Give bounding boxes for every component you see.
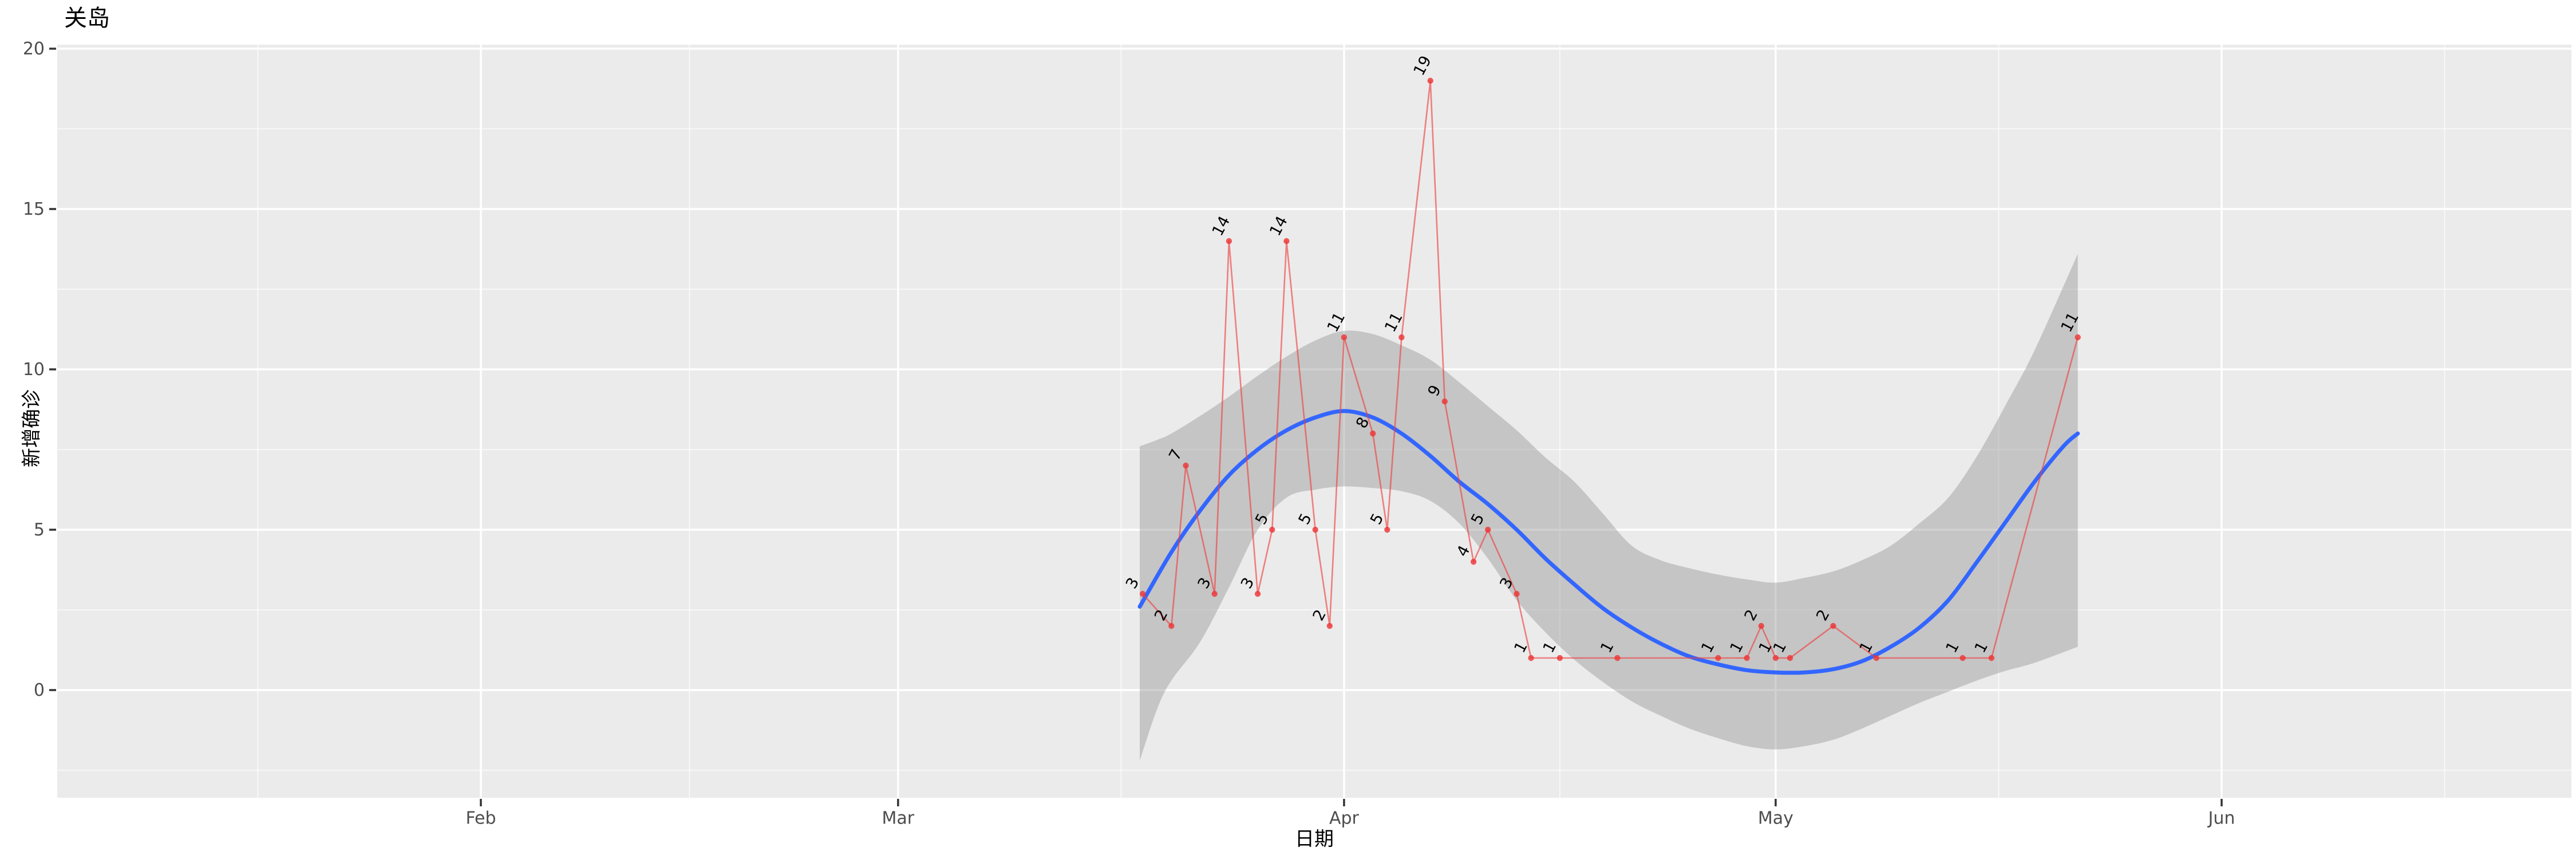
- data-point: [1470, 558, 1477, 565]
- x-tick-label: May: [1758, 809, 1793, 829]
- y-tick-label: 15: [23, 199, 45, 219]
- data-point: [1384, 526, 1390, 533]
- y-tick-label: 20: [23, 39, 45, 59]
- x-tick-label: Mar: [882, 809, 915, 829]
- data-point: [1758, 622, 1764, 629]
- data-point: [1168, 622, 1175, 629]
- data-point: [1283, 238, 1290, 245]
- data-point: [1988, 655, 1995, 661]
- data-point: [1441, 398, 1448, 405]
- y-axis-title: 新增确诊: [20, 389, 44, 467]
- data-point: [1485, 526, 1491, 533]
- data-point: [1830, 622, 1836, 629]
- x-tick-label: Apr: [1329, 809, 1360, 829]
- data-point: [1787, 655, 1793, 661]
- data-point: [2075, 334, 2081, 341]
- data-point: [1312, 526, 1318, 533]
- panel-background: [57, 45, 2571, 798]
- x-axis-title: 日期: [1295, 828, 1334, 851]
- data-point: [1226, 238, 1232, 245]
- y-tick-label: 0: [34, 680, 45, 700]
- data-point: [1772, 655, 1779, 661]
- data-point: [1715, 655, 1721, 661]
- data-point: [1744, 655, 1750, 661]
- data-point: [1326, 622, 1333, 629]
- chart-title: 关岛: [64, 5, 110, 31]
- y-tick-label: 10: [23, 360, 45, 380]
- data-point: [1614, 655, 1621, 661]
- data-point: [1873, 655, 1879, 661]
- data-point: [1254, 590, 1261, 597]
- smooth-line: [1137, 409, 2080, 675]
- data-point: [1269, 526, 1275, 533]
- data-point: [1959, 655, 1966, 661]
- data-point: [1427, 77, 1433, 84]
- data-point: [1556, 655, 1563, 661]
- x-tick-label: Feb: [465, 809, 496, 829]
- data-point: [1211, 590, 1218, 597]
- data-point: [1370, 430, 1376, 437]
- x-tick-label: Jun: [2207, 809, 2235, 829]
- y-tick-label: 5: [34, 520, 45, 540]
- data-point: [1398, 334, 1405, 341]
- data-point: [1183, 462, 1189, 469]
- data-point: [1341, 334, 1348, 341]
- data-point: [1139, 590, 1146, 597]
- data-point: [1514, 590, 1520, 597]
- data-point: [1528, 655, 1534, 661]
